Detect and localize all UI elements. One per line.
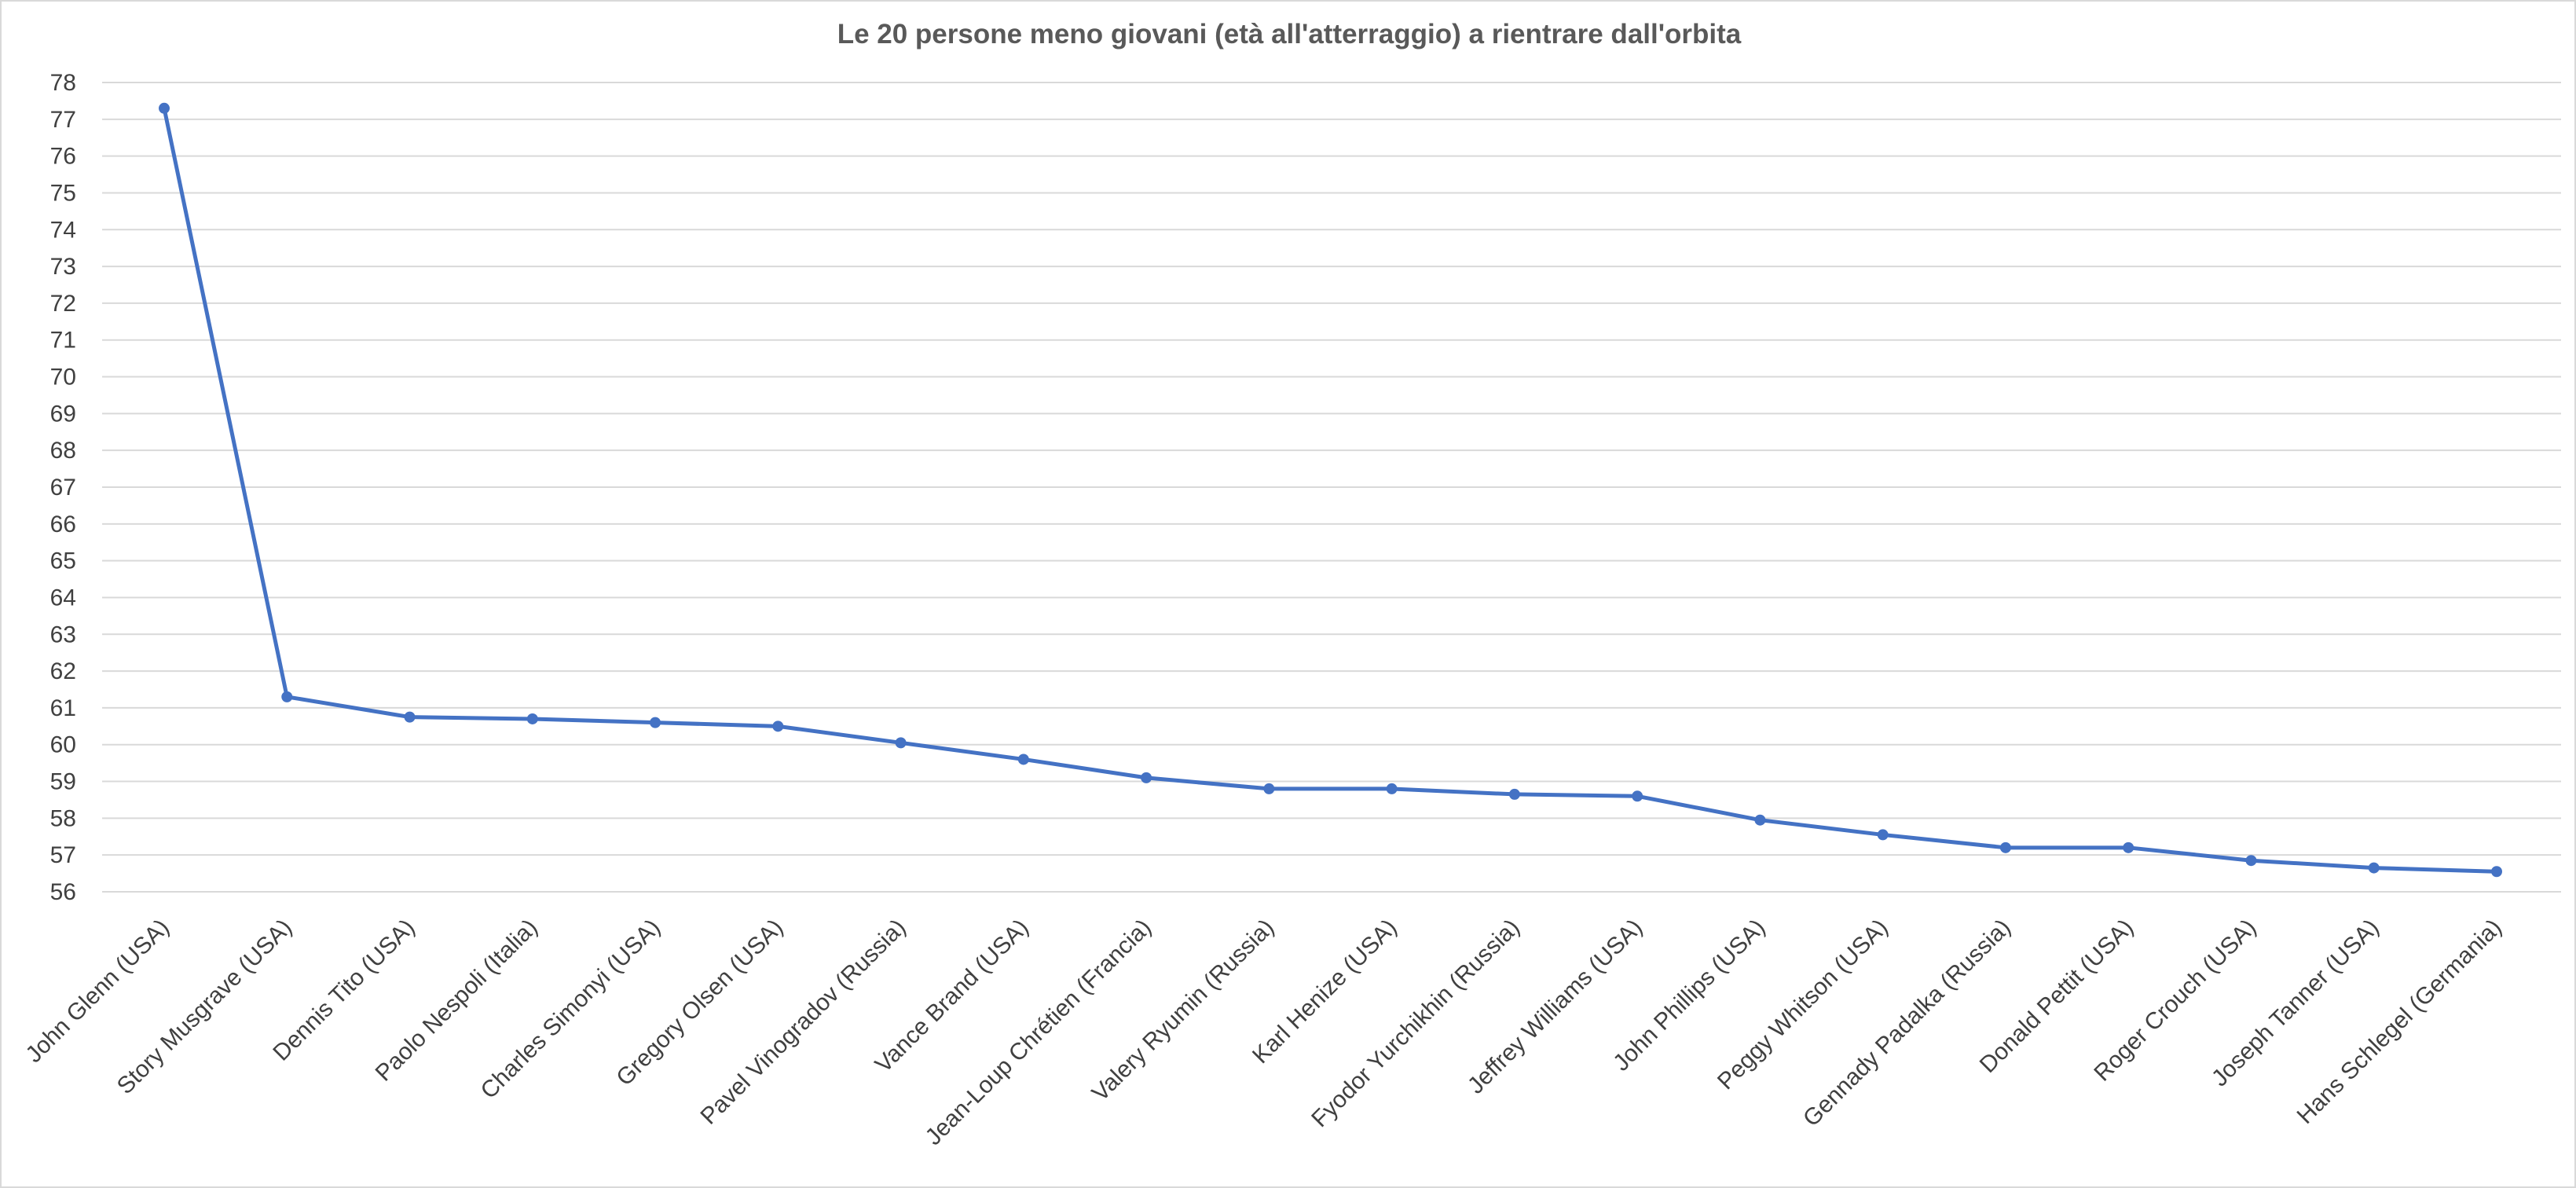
- data-point: [159, 102, 170, 114]
- y-tick-label: 60: [50, 732, 76, 758]
- y-tick-label: 68: [50, 438, 76, 464]
- chart-title: Le 20 persone meno giovani (età all'atte…: [837, 19, 1742, 50]
- data-point: [895, 737, 907, 749]
- data-point: [650, 717, 661, 728]
- data-point: [1754, 814, 1766, 826]
- data-point: [1017, 754, 1029, 765]
- data-point: [1508, 788, 1520, 800]
- data-point: [1999, 842, 2011, 853]
- data-point: [2123, 842, 2134, 853]
- y-tick-label: 61: [50, 695, 76, 721]
- data-point: [2491, 866, 2502, 878]
- y-tick-label: 70: [50, 365, 76, 390]
- y-tick-label: 75: [50, 180, 76, 206]
- y-tick-label: 72: [50, 291, 76, 317]
- data-point: [1877, 829, 1889, 841]
- series-line: [162, 108, 2497, 874]
- data-point: [526, 713, 538, 724]
- data-point: [1632, 790, 1643, 802]
- series-layer: [159, 102, 2502, 878]
- data-point: [1263, 783, 1275, 794]
- data-point: [772, 720, 784, 732]
- y-tick-label: 64: [50, 585, 76, 610]
- data-point: [404, 711, 416, 723]
- data-point: [2368, 862, 2380, 874]
- x-tick-label: Gennady Padalka (Russia): [1798, 915, 2016, 1132]
- y-tick-label: 78: [50, 70, 76, 96]
- y-tick-label: 77: [50, 107, 76, 133]
- y-tick-label: 62: [50, 658, 76, 684]
- y-tick-label: 67: [50, 475, 76, 500]
- x-tick-label: Fyodor Yurchikhin (Russia): [1306, 915, 1525, 1133]
- y-tick-label: 56: [50, 879, 76, 905]
- y-tick-label: 66: [50, 512, 76, 537]
- y-tick-label: 73: [50, 254, 76, 280]
- y-tick-label: 76: [50, 144, 76, 170]
- x-axis-tick-labels: John Glenn (USA)Story Musgrave (USA)Denn…: [20, 915, 2506, 1150]
- x-tick-label: Pavel Vinogradov (Russia): [695, 915, 911, 1130]
- gridlines: [102, 82, 2561, 893]
- y-tick-label: 59: [50, 769, 76, 795]
- y-tick-label: 58: [50, 805, 76, 831]
- y-tick-label: 65: [50, 548, 76, 574]
- y-tick-label: 57: [50, 842, 76, 868]
- data-point: [2245, 855, 2257, 867]
- y-axis-tick-labels: 56 57 58 59 60 61 62 63 64 65 66 67 68 69 70 71 72 73 74 75…: [50, 70, 76, 905]
- y-tick-label: 63: [50, 622, 76, 647]
- x-tick-label: Jean-Loup Chrétien (Francia): [921, 915, 1156, 1150]
- y-tick-label: 69: [50, 401, 76, 427]
- x-tick-label: Hans Schlegel (Germania): [2292, 915, 2507, 1129]
- data-point: [1141, 772, 1152, 783]
- y-tick-label: 71: [50, 328, 76, 354]
- data-point: [1386, 783, 1398, 794]
- data-point: [281, 691, 293, 702]
- y-tick-label: 74: [50, 217, 76, 243]
